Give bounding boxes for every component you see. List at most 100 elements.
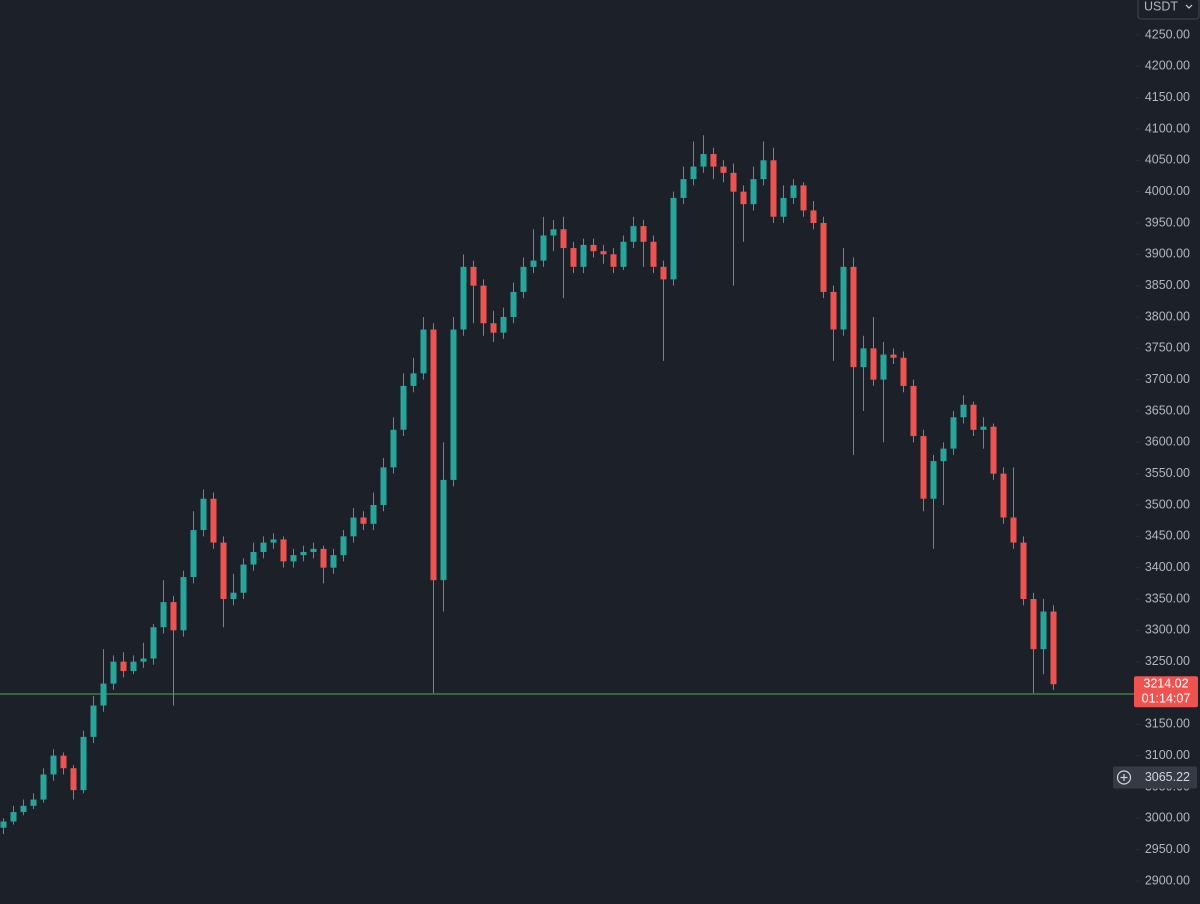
candle-body — [520, 266, 527, 292]
candle-body — [1020, 542, 1027, 599]
countdown-label: 01:14:07 — [1142, 692, 1191, 706]
y-tick-label: 3000.00 — [1145, 811, 1190, 825]
candle-body — [630, 226, 637, 242]
candle-body — [750, 179, 757, 205]
candle-body — [350, 517, 357, 537]
candle-body — [410, 373, 417, 386]
candle-body — [620, 241, 627, 267]
last-price-label: 3214.02 — [1143, 677, 1188, 691]
candle-body — [740, 191, 747, 205]
y-tick-label: 3500.00 — [1145, 497, 1190, 511]
candle-body — [270, 539, 277, 543]
candle-body — [990, 426, 997, 474]
candle-body — [390, 429, 397, 468]
y-tick-label: 3450.00 — [1145, 529, 1190, 543]
candle-body — [100, 683, 107, 706]
candle-body — [230, 592, 237, 599]
candle-body — [160, 602, 167, 628]
y-tick-label: 3550.00 — [1145, 466, 1190, 480]
candle-body — [250, 551, 257, 565]
candle-body — [960, 404, 967, 418]
crosshair-price-box — [1113, 766, 1197, 789]
candle-body — [510, 291, 517, 317]
candle-body — [860, 348, 867, 368]
candle-body — [790, 185, 797, 198]
candle-body — [1030, 598, 1037, 650]
y-tick-label: 3300.00 — [1145, 623, 1190, 637]
candle-body — [200, 498, 207, 531]
y-tick-label: 3250.00 — [1145, 654, 1190, 668]
candle-body — [590, 244, 597, 252]
candle-body — [420, 329, 427, 374]
candle-body — [780, 197, 787, 217]
candle-body — [830, 291, 837, 330]
candle-body — [760, 160, 767, 180]
candle-body — [560, 229, 567, 249]
candle-body — [640, 226, 647, 242]
add-alert-icon[interactable] — [1116, 770, 1132, 785]
candle-body — [940, 448, 947, 462]
currency-selector[interactable]: USDT — [1137, 0, 1200, 20]
candle-body — [430, 329, 437, 581]
candle-body — [910, 385, 917, 437]
candle-body — [290, 555, 297, 562]
candle-body — [310, 548, 317, 552]
candle-body — [70, 768, 77, 791]
candle-body — [820, 222, 827, 292]
candle-body — [1040, 611, 1047, 650]
candle-body — [600, 251, 607, 255]
candle-body — [890, 354, 897, 358]
add-alert-plus — [1120, 773, 1128, 781]
candle-body — [700, 154, 707, 167]
y-tick-label: 4050.00 — [1145, 153, 1190, 167]
candle-body — [330, 555, 337, 568]
candle-body — [300, 551, 307, 556]
candle-body — [650, 241, 657, 267]
currency-label[interactable]: USDT — [1144, 0, 1178, 13]
y-tick-label: 3400.00 — [1145, 560, 1190, 574]
candle-body — [800, 185, 807, 211]
candle-body — [120, 661, 127, 672]
candle-body — [580, 244, 587, 267]
y-tick-label: 4250.00 — [1145, 27, 1190, 41]
chevron[interactable] — [1185, 4, 1193, 9]
candle-body — [550, 229, 557, 236]
candle-body — [240, 564, 247, 593]
candle-body — [50, 755, 57, 775]
candle-body — [570, 248, 577, 267]
candle-body — [0, 821, 7, 828]
y-tick-label: 3650.00 — [1145, 403, 1190, 417]
candle-body — [180, 577, 187, 631]
candle-body — [840, 266, 847, 330]
candle-body — [540, 235, 547, 261]
candle-body — [490, 323, 497, 333]
candle-body — [930, 461, 937, 499]
y-tick-label: 3950.00 — [1145, 215, 1190, 229]
currency-box[interactable] — [1137, 0, 1200, 20]
candle-body — [660, 266, 667, 280]
candle-body — [470, 266, 477, 286]
y-tick-label: 3100.00 — [1145, 748, 1190, 762]
candle-body — [730, 172, 737, 192]
candle-body — [670, 197, 677, 280]
candle-body — [30, 799, 37, 806]
candle-body — [110, 661, 117, 684]
y-tick-label: 3900.00 — [1145, 247, 1190, 261]
candle-body — [720, 166, 727, 173]
candle-body — [170, 602, 177, 631]
candle-body — [710, 154, 717, 167]
last-price-box — [1134, 676, 1198, 708]
y-tick-label: 4150.00 — [1145, 90, 1190, 104]
y-tick-label: 2900.00 — [1145, 873, 1190, 887]
candle-body — [80, 736, 87, 791]
y-tick-label: 3700.00 — [1145, 372, 1190, 386]
candle-body — [690, 166, 697, 180]
candle-body — [440, 479, 447, 581]
candle-body — [970, 404, 977, 430]
candle-body — [340, 536, 347, 556]
y-tick-label: 3150.00 — [1145, 717, 1190, 731]
candle-body — [1010, 517, 1017, 543]
candle-body — [380, 467, 387, 505]
